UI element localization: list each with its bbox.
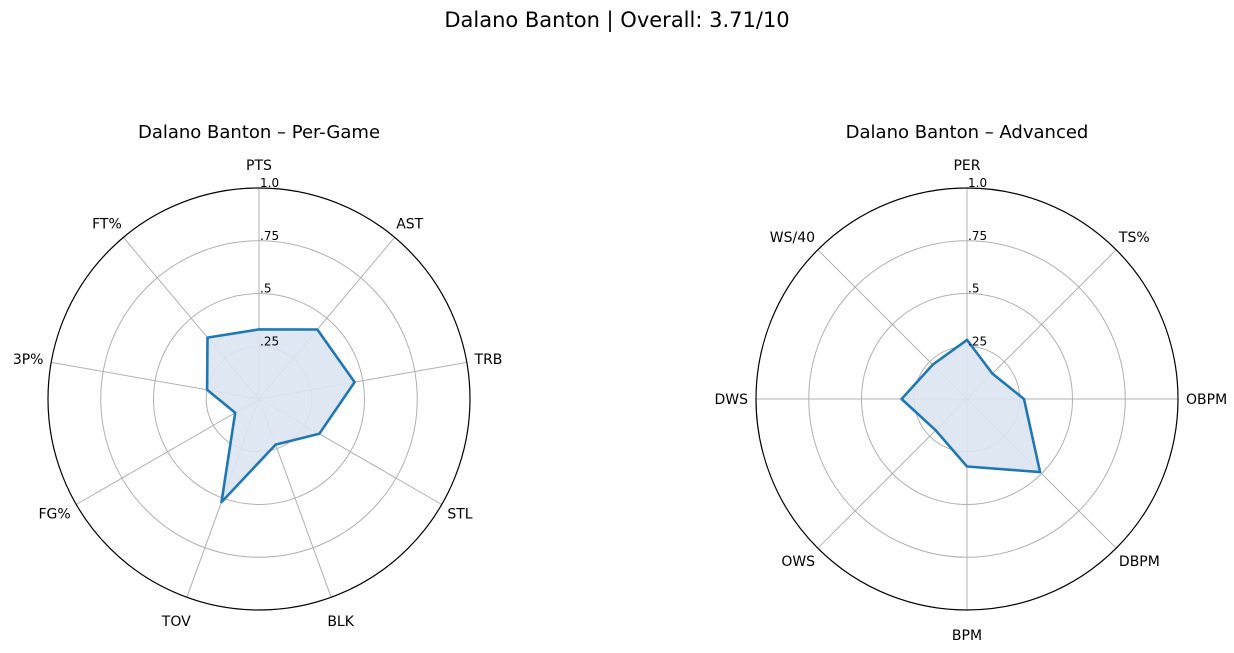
category-label: BLK bbox=[327, 614, 354, 630]
category-label: TOV bbox=[161, 614, 191, 630]
series-line bbox=[900, 338, 1042, 474]
series-area bbox=[207, 329, 355, 503]
category-label: AST bbox=[396, 217, 423, 233]
radial-tick-label: .5 bbox=[260, 282, 271, 296]
spoke-line bbox=[76, 398, 260, 505]
category-label: OBPM bbox=[1186, 392, 1227, 408]
category-label: PTS bbox=[246, 158, 272, 174]
per-game-radar: Dalano Banton – Per-Game .25 .5 .75 1.0 PTS AS… bbox=[13, 122, 503, 630]
series-area bbox=[901, 339, 1041, 473]
radial-tick-label: .25 bbox=[260, 334, 279, 348]
figure-title: Dalano Banton | Overall: 3.71/10 bbox=[444, 8, 790, 32]
category-label: STL bbox=[447, 507, 472, 523]
category-label: PER bbox=[953, 158, 980, 174]
category-label: FG% bbox=[38, 507, 70, 523]
subplot-title: Dalano Banton – Per-Game bbox=[138, 122, 380, 143]
radial-tick-label: 1.0 bbox=[968, 176, 987, 190]
radial-tick-label: .5 bbox=[968, 282, 979, 296]
category-label: WS/40 bbox=[770, 230, 815, 246]
polar-frame bbox=[755, 187, 1179, 611]
radial-tick-label: .25 bbox=[968, 334, 987, 348]
category-label: OWS bbox=[781, 554, 815, 570]
category-label: FT% bbox=[92, 217, 122, 233]
radial-tick-label: 1.0 bbox=[260, 176, 279, 190]
category-label: DBPM bbox=[1119, 554, 1160, 570]
series-line bbox=[205, 328, 356, 504]
advanced-radar: Dalano Banton – Advanced .25 .5 .75 1.0 PER TS… bbox=[714, 122, 1227, 644]
category-label: BPM bbox=[952, 628, 982, 644]
radial-tick-label: .75 bbox=[260, 229, 279, 243]
category-label: TS% bbox=[1118, 230, 1150, 246]
category-label: 3P% bbox=[13, 352, 44, 368]
category-label: DWS bbox=[714, 392, 748, 408]
subplot-title: Dalano Banton – Advanced bbox=[846, 122, 1089, 143]
category-label: TRB bbox=[474, 352, 503, 368]
radial-tick-label: .75 bbox=[968, 229, 987, 243]
polar-frame bbox=[47, 187, 471, 611]
